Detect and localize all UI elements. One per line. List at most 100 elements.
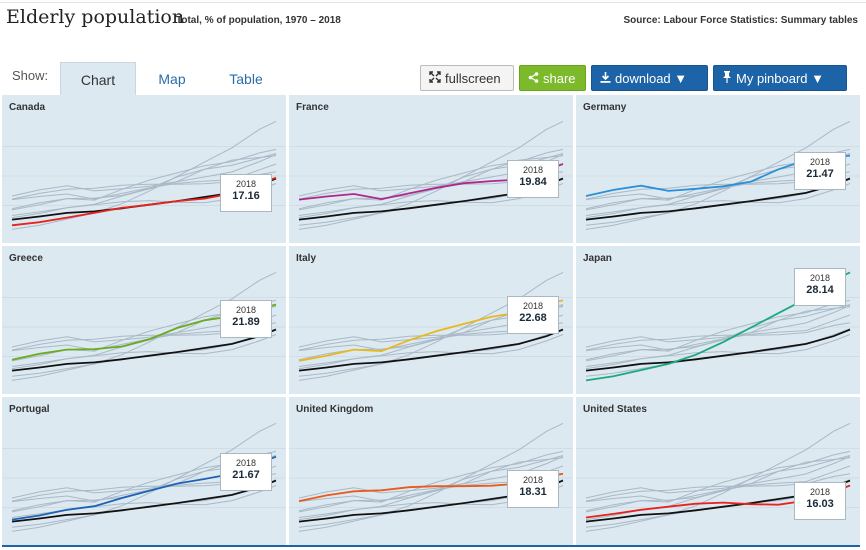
show-label: Show:	[12, 68, 49, 83]
download-button[interactable]: download ▼	[591, 65, 708, 91]
fullscreen-label: fullscreen	[445, 71, 501, 86]
context-line-germany	[298, 457, 564, 499]
context-line-germany	[585, 457, 851, 499]
reference-line	[298, 328, 564, 372]
panel-germany[interactable]: Germany 2018 21.47	[576, 95, 860, 243]
context-line-germany	[11, 155, 277, 197]
share-label: share	[543, 71, 576, 86]
context-line-germany	[298, 155, 564, 197]
context-line-italy	[11, 148, 277, 211]
panel-canada[interactable]: Canada 2018 17.16	[2, 95, 286, 243]
context-line-germany	[585, 306, 851, 348]
reference-line	[11, 328, 277, 372]
panel-portugal[interactable]: Portugal 2018 21.67	[2, 397, 286, 545]
pinboard-label: My pinboard ▼	[736, 71, 825, 86]
context-line-united-kingdom	[585, 473, 851, 502]
tooltip-value: 21.47	[806, 167, 834, 180]
context-line-united-kingdom	[585, 322, 851, 351]
panel-title: Japan	[583, 253, 612, 264]
value-tooltip: 2018 21.89	[220, 300, 272, 339]
tooltip-value: 19.84	[519, 175, 547, 188]
context-line-portugal	[11, 154, 277, 219]
bottom-rule	[2, 545, 860, 547]
value-tooltip: 2018 22.68	[507, 296, 559, 335]
context-line-italy	[298, 148, 564, 211]
panel-title: Greece	[9, 253, 43, 264]
panel-chart-italy	[289, 271, 573, 381]
context-line-japan	[11, 422, 277, 532]
panel-france[interactable]: France 2018 19.84	[289, 95, 573, 243]
tab-table[interactable]: Table	[229, 71, 263, 87]
tooltip-year: 2018	[235, 457, 257, 468]
context-line-united-states	[585, 183, 851, 216]
context-line-italy	[585, 450, 851, 513]
download-label: download ▼	[615, 71, 688, 86]
panel-united-kingdom[interactable]: United Kingdom 2018 18.31	[289, 397, 573, 545]
tooltip-year: 2018	[235, 178, 257, 189]
small-multiples-grid: Canada 2018 17.16 France 2018 19.84 Germany 201…	[2, 95, 860, 545]
tooltip-value: 22.68	[519, 312, 547, 325]
context-line-italy	[298, 450, 564, 513]
reference-line	[585, 177, 851, 221]
value-tooltip: 2018 21.47	[794, 151, 846, 190]
panel-title: Germany	[583, 102, 627, 113]
tab-map[interactable]: Map	[158, 71, 186, 87]
tooltip-value: 21.89	[232, 316, 260, 329]
tooltip-value: 17.16	[232, 189, 260, 202]
tooltip-year: 2018	[522, 164, 544, 175]
value-tooltip: 2018 19.84	[507, 159, 559, 198]
panel-united-states[interactable]: United States 2018 16.03	[576, 397, 860, 545]
value-tooltip: 2018 18.31	[507, 469, 559, 508]
context-line-japan	[298, 120, 564, 230]
fullscreen-button[interactable]: fullscreen	[420, 65, 514, 91]
pin-icon	[722, 66, 732, 92]
context-line-japan	[298, 422, 564, 532]
panel-chart-united-states	[576, 422, 860, 532]
tooltip-year: 2018	[522, 301, 544, 312]
context-line-japan	[11, 120, 277, 230]
panel-greece[interactable]: Greece 2018 21.89	[2, 246, 286, 394]
tooltip-year: 2018	[522, 474, 544, 485]
context-line-italy	[585, 299, 851, 362]
panel-title: United Kingdom	[296, 404, 374, 415]
context-line-japan	[585, 120, 851, 230]
value-tooltip: 2018 21.67	[220, 452, 272, 491]
share-icon	[528, 66, 539, 92]
source-note: Source: Labour Force Statistics: Summary…	[623, 15, 858, 26]
share-button[interactable]: share	[519, 65, 586, 91]
fullscreen-icon	[429, 66, 441, 92]
panel-title: United States	[583, 404, 647, 415]
tooltip-value: 28.14	[806, 284, 834, 297]
tooltip-year: 2018	[809, 273, 831, 284]
panel-chart-canada	[2, 120, 286, 230]
context-line-united-states	[11, 334, 277, 367]
tab-chart[interactable]: Chart	[60, 62, 136, 97]
context-line-japan	[298, 271, 564, 381]
chart-subtitle: Total, % of population, 1970 – 2018	[176, 15, 341, 26]
panel-title: Portugal	[9, 404, 50, 415]
context-line-japan	[585, 422, 851, 532]
context-line-united-states	[298, 334, 564, 367]
value-tooltip: 2018 17.16	[220, 173, 272, 212]
reference-line	[11, 479, 277, 523]
view-tabs: Show: Chart Map Table fullscreen share d…	[0, 62, 866, 97]
tooltip-value: 16.03	[806, 497, 834, 510]
panel-title: Canada	[9, 102, 46, 113]
tooltip-value: 18.31	[519, 485, 547, 498]
panel-title: Italy	[296, 253, 317, 264]
tooltip-year: 2018	[809, 156, 831, 167]
panel-japan[interactable]: Japan 2018 28.14	[576, 246, 860, 394]
top-rule	[0, 2, 866, 3]
download-icon	[600, 66, 611, 92]
page-title: Elderly population	[6, 6, 185, 28]
context-line-portugal	[585, 305, 851, 370]
context-line-japan	[11, 271, 277, 381]
value-tooltip: 2018 16.03	[794, 481, 846, 520]
tooltip-year: 2018	[809, 486, 831, 497]
reference-line	[585, 328, 851, 372]
panel-italy[interactable]: Italy 2018 22.68	[289, 246, 573, 394]
tooltip-year: 2018	[235, 305, 257, 316]
tooltip-value: 21.67	[232, 468, 260, 481]
panel-title: France	[296, 102, 329, 113]
pinboard-button[interactable]: My pinboard ▼	[713, 65, 847, 91]
